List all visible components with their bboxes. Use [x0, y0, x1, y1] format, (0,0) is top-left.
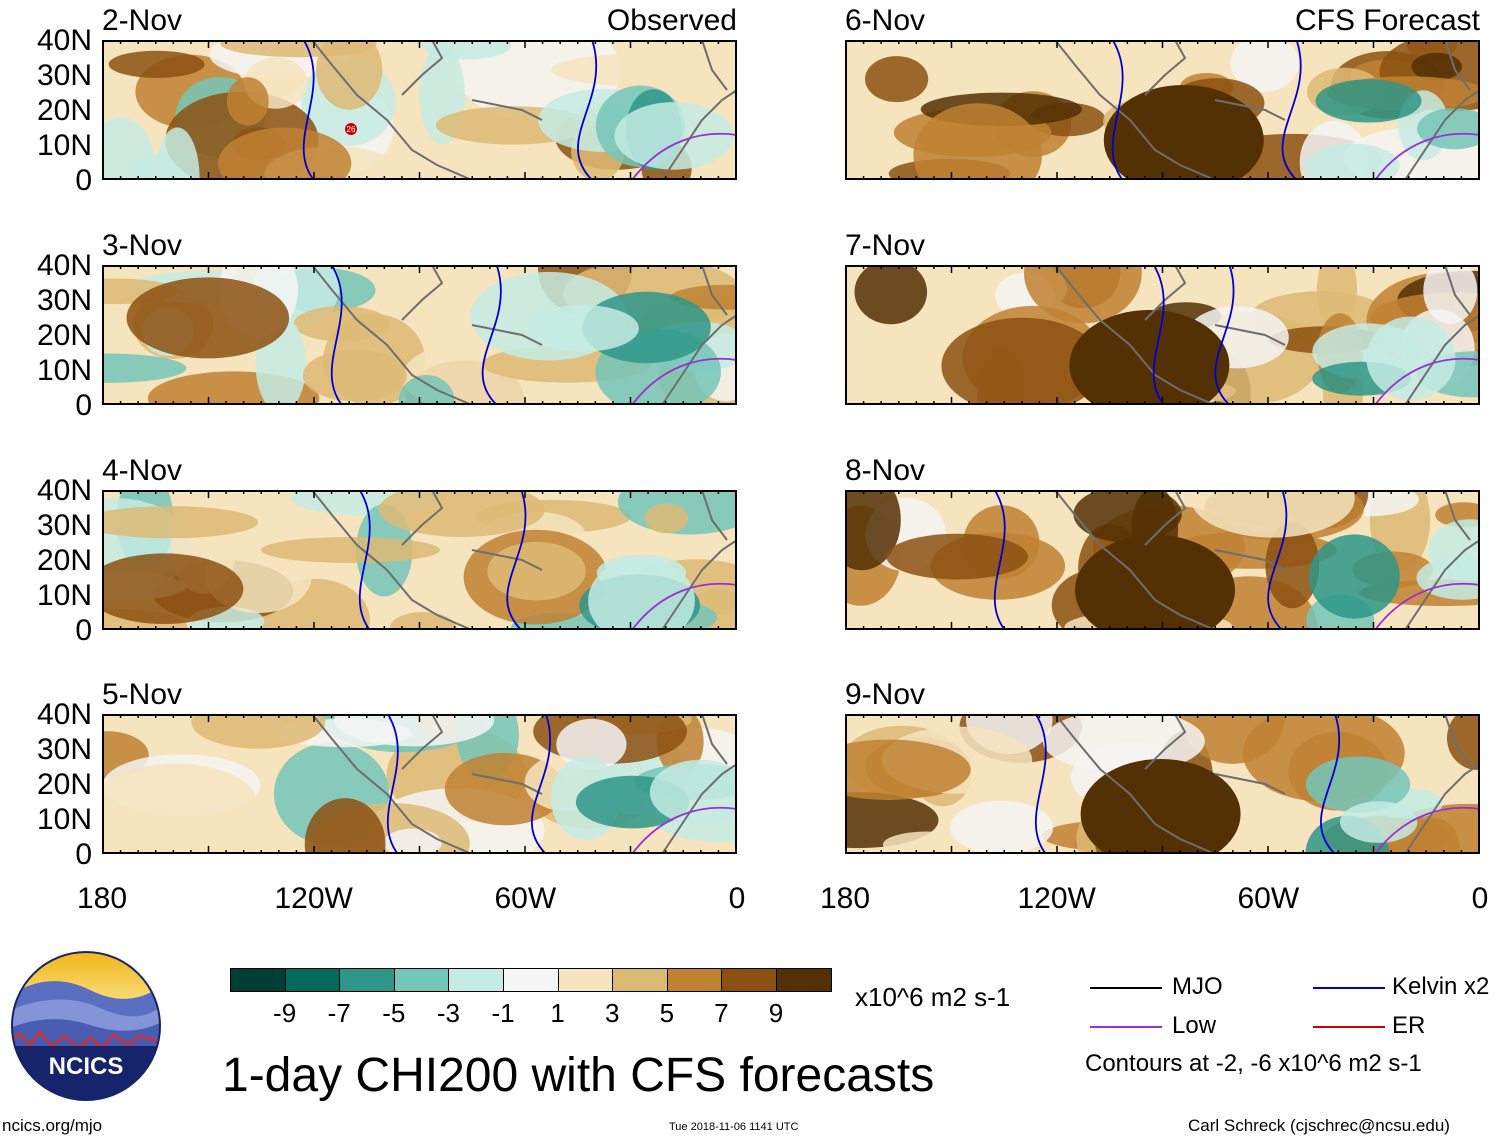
- colorbar-swatch: [339, 968, 395, 992]
- colorbar-tick-label: -7: [327, 998, 351, 1028]
- footer-timestamp: Tue 2018-11-06 1141 UTC: [669, 1121, 799, 1133]
- colorbar-tick-label: -3: [436, 998, 460, 1028]
- lat-tick-label: 10N: [36, 129, 92, 162]
- lon-tick-label: 0: [728, 882, 746, 915]
- lat-tick-label: 40N: [36, 24, 92, 57]
- colorbar-swatch: [557, 968, 614, 992]
- panel-label: CFS Forecast: [1294, 4, 1480, 37]
- colorbar-tick-label: -1: [491, 998, 515, 1028]
- lat-tick-label: 20N: [36, 544, 92, 577]
- contour-note: Contours at -2, -6 x10^6 m2 s-1: [1085, 1050, 1422, 1077]
- lat-tick-label: 30N: [36, 733, 92, 766]
- lon-tick-label: 60W: [494, 882, 557, 915]
- panel-label: Observed: [606, 4, 737, 37]
- colorbar-swatch: [230, 968, 286, 992]
- lat-tick-label: 30N: [36, 284, 92, 317]
- lat-tick-label: 40N: [36, 474, 92, 507]
- colorbar-tick-label: 1: [550, 998, 565, 1028]
- colorbar-tick-label: 3: [604, 998, 620, 1028]
- panel-date: 9-Nov: [845, 678, 926, 711]
- chi200-field: [102, 714, 737, 854]
- panel-date: 7-Nov: [845, 229, 926, 262]
- logo-text: NCICS: [49, 1053, 124, 1080]
- lat-tick-label: 0: [75, 164, 92, 197]
- lat-tick-label: 10N: [36, 579, 92, 612]
- lon-tick-label: 180: [76, 882, 128, 915]
- legend-label: Kelvin x2: [1392, 973, 1490, 1000]
- colorbar-swatch: [612, 968, 668, 992]
- lat-tick-label: 40N: [36, 698, 92, 731]
- lon-tick-label: 0: [1471, 882, 1489, 915]
- panel-date: 6-Nov: [845, 4, 926, 37]
- chi200-field: [845, 265, 1480, 405]
- colorbar-tick-label: 9: [768, 998, 784, 1028]
- legend-label: ER: [1392, 1012, 1426, 1039]
- lon-tick-label: 120W: [274, 882, 353, 915]
- colorbar-tick-label: -9: [273, 998, 297, 1028]
- colorbar-swatch: [503, 968, 559, 992]
- ncics-logo: NCICS: [10, 950, 162, 1102]
- lat-tick-label: 10N: [36, 803, 92, 836]
- footer-author: Carl Schreck (cjschrec@ncsu.edu): [1188, 1116, 1450, 1135]
- colorbar-swatch: [776, 968, 832, 992]
- lat-tick-label: 40N: [36, 249, 92, 282]
- chi200-field: [845, 714, 1480, 854]
- panel-date: 8-Nov: [845, 454, 926, 487]
- colorbar-swatch: [393, 968, 450, 992]
- legend-line: [1090, 1026, 1162, 1028]
- legend-label: MJO: [1172, 973, 1223, 1000]
- lon-tick-label: 120W: [1017, 882, 1096, 915]
- lat-tick-label: 0: [75, 614, 92, 647]
- chi200-field: [845, 490, 1480, 630]
- lat-tick-label: 10N: [36, 354, 92, 387]
- legend-line: [1313, 1026, 1385, 1028]
- lon-tick-label: 60W: [1237, 882, 1300, 915]
- panel-date: 4-Nov: [102, 454, 183, 487]
- lon-tick-label: 180: [819, 882, 871, 915]
- lat-tick-label: 0: [75, 838, 92, 871]
- lat-tick-label: 30N: [36, 509, 92, 542]
- lat-tick-label: 20N: [36, 94, 92, 127]
- lat-tick-label: 20N: [36, 319, 92, 352]
- colorbar-tick-label: -5: [382, 998, 406, 1028]
- chart-title: 1-day CHI200 with CFS forecasts: [222, 1049, 935, 1102]
- chi200-field: 26: [102, 40, 737, 180]
- units-label: x10^6 m2 s-1: [855, 982, 1011, 1012]
- colorbar-tick-label: 7: [714, 998, 729, 1028]
- colorbar-tick-label: 5: [659, 998, 675, 1028]
- footer-url[interactable]: ncics.org/mjo: [2, 1116, 103, 1135]
- legend-label: Low: [1172, 1012, 1217, 1039]
- storm-marker: 26: [347, 125, 356, 134]
- chi200-field: [845, 40, 1480, 180]
- chi200-field: [102, 265, 737, 405]
- colorbar-swatch: [666, 968, 723, 992]
- panel-date: 3-Nov: [102, 229, 183, 262]
- colorbar-swatch: [284, 968, 341, 992]
- chi200-field: [102, 490, 737, 630]
- legend-line: [1313, 987, 1385, 989]
- colorbar-swatch: [448, 968, 504, 992]
- panel-date: 2-Nov: [102, 4, 183, 37]
- colorbar-swatch: [721, 968, 777, 992]
- panel-date: 5-Nov: [102, 678, 183, 711]
- lat-tick-label: 30N: [36, 59, 92, 92]
- lat-tick-label: 0: [75, 389, 92, 422]
- legend-line: [1090, 987, 1162, 989]
- lat-tick-label: 20N: [36, 768, 92, 801]
